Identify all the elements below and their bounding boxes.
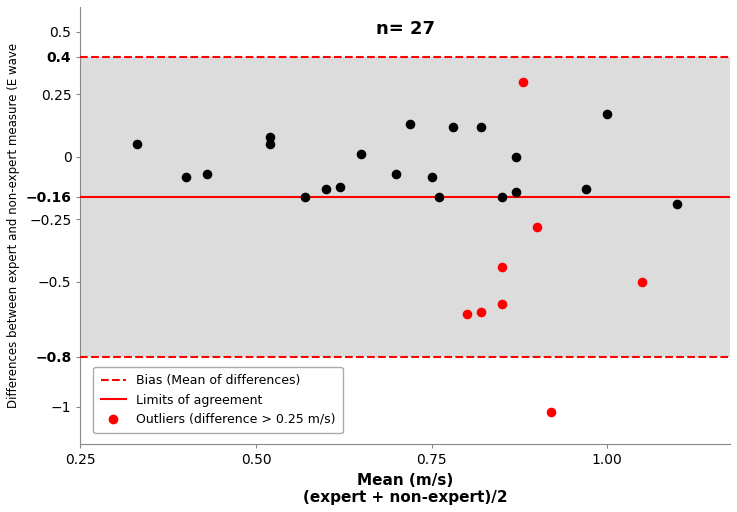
Point [545,408,557,416]
Point [447,123,458,131]
Point [355,150,367,158]
Point [510,153,522,161]
Point [510,188,522,196]
Point [130,140,142,148]
Point [391,170,402,178]
Point [496,263,508,271]
Point [321,185,332,194]
Point [299,193,311,201]
Y-axis label: Differences between expert and non-expert measure (E wave: Differences between expert and non-exper… [7,43,20,408]
Point [264,140,276,148]
Point [264,133,276,141]
Point [180,173,192,181]
Point [580,185,592,194]
Point [335,183,346,191]
Point [496,193,508,201]
Point [475,123,486,131]
Point [433,193,444,201]
Point [461,310,472,318]
Point [201,170,213,178]
Point [517,78,528,86]
X-axis label: Mean (m/s)
(expert + non-expert)/2: Mean (m/s) (expert + non-expert)/2 [303,473,508,505]
Point [426,173,438,181]
Text: n= 27: n= 27 [376,20,435,38]
Point [475,308,486,316]
Bar [80,57,730,357]
Point [496,300,508,308]
Point [636,278,648,286]
Point [531,223,543,231]
Point [671,200,683,208]
Legend: Bias (Mean of differences), Limits of agreement, Outliers (difference > 0.25 m/s: Bias (Mean of differences), Limits of ag… [93,367,343,434]
Point [405,120,416,129]
Point [601,110,613,118]
